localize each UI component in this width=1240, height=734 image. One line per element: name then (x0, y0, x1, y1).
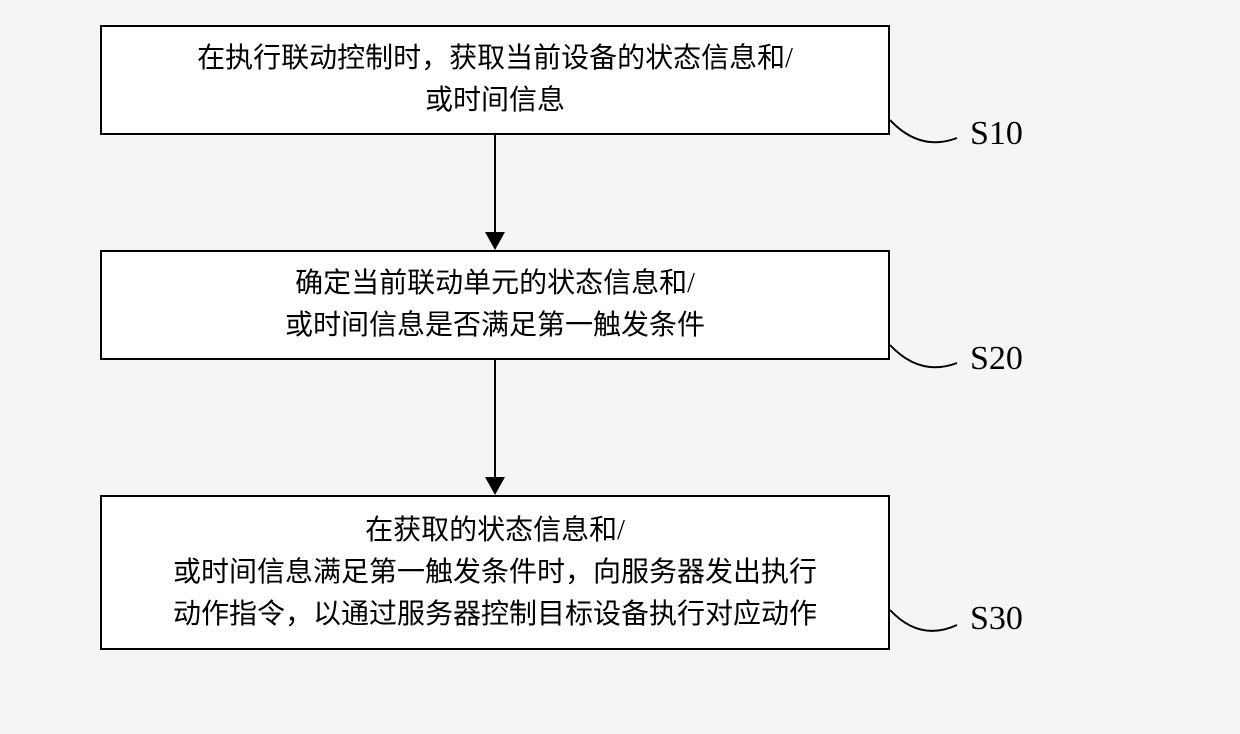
step-text-s20: 确定当前联动单元的状态信息和/ 或时间信息是否满足第一触发条件 (265, 255, 725, 355)
step-s30-line3: 动作指令，以通过服务器控制目标设备执行对应动作 (173, 599, 817, 630)
step-s30-line2: 或时间信息满足第一触发条件时，向服务器发出执行 (173, 557, 817, 588)
arrow-head-1 (485, 232, 505, 250)
step-s20-line2: 或时间信息是否满足第一触发条件 (285, 310, 705, 341)
step-label-s20: S20 (970, 340, 1023, 378)
step-s10-line2: 或时间信息 (425, 85, 565, 116)
step-label-s10: S10 (970, 115, 1023, 153)
connector-curve-s20 (885, 337, 965, 382)
step-label-s30: S30 (970, 600, 1023, 638)
step-s20-line1: 确定当前联动单元的状态信息和/ (295, 268, 695, 299)
step-box-s20: 确定当前联动单元的状态信息和/ 或时间信息是否满足第一触发条件 (100, 250, 890, 360)
step-text-s30: 在获取的状态信息和/ 或时间信息满足第一触发条件时，向服务器发出执行 动作指令，… (153, 502, 837, 644)
connector-curve-s10 (885, 112, 965, 157)
step-box-s30: 在获取的状态信息和/ 或时间信息满足第一触发条件时，向服务器发出执行 动作指令，… (100, 495, 890, 650)
step-s10-line1: 在执行联动控制时，获取当前设备的状态信息和/ (197, 43, 793, 74)
arrow-line-1 (494, 135, 496, 232)
flowchart-canvas: 在执行联动控制时，获取当前设备的状态信息和/ 或时间信息 S10 确定当前联动单… (0, 0, 1240, 734)
arrow-head-2 (485, 477, 505, 495)
step-box-s10: 在执行联动控制时，获取当前设备的状态信息和/ 或时间信息 (100, 25, 890, 135)
step-text-s10: 在执行联动控制时，获取当前设备的状态信息和/ 或时间信息 (177, 30, 813, 130)
step-s30-line1: 在获取的状态信息和/ (365, 515, 625, 546)
connector-curve-s30 (885, 600, 965, 645)
arrow-line-2 (494, 360, 496, 477)
